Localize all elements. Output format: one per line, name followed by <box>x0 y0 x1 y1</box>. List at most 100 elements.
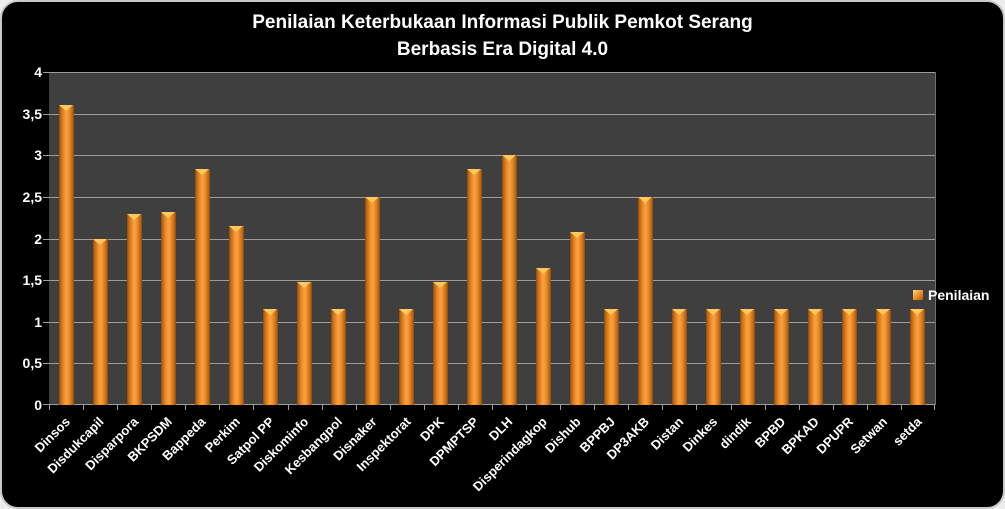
x-axis-tick <box>117 405 119 410</box>
x-axis-tick <box>900 405 902 410</box>
bar-cap-highlight <box>774 309 789 316</box>
x-axis-tick <box>934 405 935 410</box>
x-tick-label-text: Dishub <box>542 414 584 456</box>
bar <box>228 226 244 405</box>
x-axis-tick <box>219 405 221 410</box>
x-axis-tick <box>355 405 357 410</box>
x-axis-tick <box>423 405 425 410</box>
bar-cap-highlight <box>876 309 891 316</box>
x-tick-label-text: Dinkes <box>679 414 721 455</box>
bar-cap-highlight <box>569 231 584 238</box>
bar-cap-highlight <box>910 309 925 316</box>
y-tick-label: 3,5 <box>22 105 42 122</box>
bar-cap-highlight <box>297 281 312 288</box>
x-axis-tick <box>798 405 800 410</box>
bar <box>399 309 415 405</box>
x-tick-label-text: Distan <box>647 414 687 453</box>
gridline <box>49 155 935 157</box>
x-axis-tick <box>389 405 391 410</box>
bar <box>603 309 619 405</box>
bar-cap-highlight <box>228 226 243 233</box>
legend: Penilaian <box>913 287 989 303</box>
x-axis-tick <box>764 405 766 410</box>
y-tick-label: 0 <box>34 397 42 413</box>
bar-cap-highlight <box>58 105 73 112</box>
bar <box>263 309 278 405</box>
bar-cap-highlight <box>467 169 482 176</box>
y-tick-label: 1,5 <box>22 272 42 289</box>
x-tick-label-text: Setwan <box>847 414 891 457</box>
bar-cap-highlight <box>637 196 652 203</box>
bar <box>58 105 74 405</box>
bar-cap-highlight <box>194 169 209 176</box>
bar <box>467 169 483 405</box>
bar-cap-highlight <box>671 309 686 316</box>
bar-cap-highlight <box>706 309 720 316</box>
bar <box>365 196 381 405</box>
y-axis-tick <box>43 155 49 157</box>
bar-cap-highlight <box>535 267 550 274</box>
y-tick-label: 2,5 <box>22 188 42 205</box>
x-axis-tick <box>662 405 664 410</box>
gridline <box>49 280 935 282</box>
gridline <box>49 321 935 323</box>
bar <box>808 309 824 405</box>
y-tick-label: 1 <box>34 313 42 330</box>
y-axis-tick <box>43 363 49 365</box>
x-tick-label-text: setda <box>889 414 925 449</box>
x-axis-tick <box>526 405 528 410</box>
bar <box>774 309 790 405</box>
x-axis-tick <box>628 405 630 410</box>
y-tick-label: 3 <box>34 147 42 164</box>
y-axis-tick <box>43 196 49 198</box>
bar-cap-highlight <box>126 213 141 220</box>
bar-cap-highlight <box>501 155 516 162</box>
bar <box>569 231 585 405</box>
gridline <box>49 363 935 365</box>
x-axis-tick <box>253 405 255 410</box>
chart-title-line2: Berbasis Era Digital 4.0 <box>396 39 609 60</box>
gridline <box>49 238 935 240</box>
bar <box>842 309 858 405</box>
y-tick-label: 0,5 <box>22 355 42 372</box>
x-axis-tick <box>287 405 289 410</box>
bar <box>535 267 551 405</box>
bar <box>297 281 313 405</box>
x-axis-tick <box>560 405 562 410</box>
bar-cap-highlight <box>842 309 857 316</box>
x-axis-tick <box>730 405 732 410</box>
x-axis-tick <box>49 405 50 410</box>
bar <box>637 196 653 405</box>
legend-marker-icon <box>913 290 923 300</box>
y-axis-tick <box>43 238 49 240</box>
bar <box>671 309 687 405</box>
gridline <box>49 196 935 198</box>
x-axis-tick <box>696 405 698 410</box>
bar <box>126 213 142 405</box>
bar <box>910 309 926 405</box>
legend-label: Penilaian <box>928 287 990 303</box>
bar-cap-highlight <box>808 309 823 316</box>
x-axis-tick <box>832 405 834 410</box>
bar <box>331 309 347 405</box>
y-axis-tick <box>43 72 49 73</box>
y-tick-label: 2 <box>34 230 42 247</box>
x-axis-tick <box>185 405 187 410</box>
bar-cap-highlight <box>160 211 175 218</box>
bar-cap-highlight <box>365 196 380 203</box>
bar <box>501 155 517 405</box>
y-axis-tick <box>43 404 49 405</box>
bar-cap-highlight <box>603 309 618 316</box>
gridline <box>49 113 935 115</box>
bar <box>433 281 449 405</box>
x-axis-tick <box>492 405 493 410</box>
x-axis-tick <box>83 405 85 410</box>
bar <box>876 309 892 405</box>
chart-title-line1: Penilaian Keterbukaan Informasi Publik P… <box>252 12 753 33</box>
bar-cap-highlight <box>740 309 755 316</box>
bar-cap-highlight <box>263 309 277 316</box>
y-axis-tick <box>43 113 49 115</box>
bar <box>194 169 210 405</box>
bar-cap-highlight <box>331 309 346 316</box>
